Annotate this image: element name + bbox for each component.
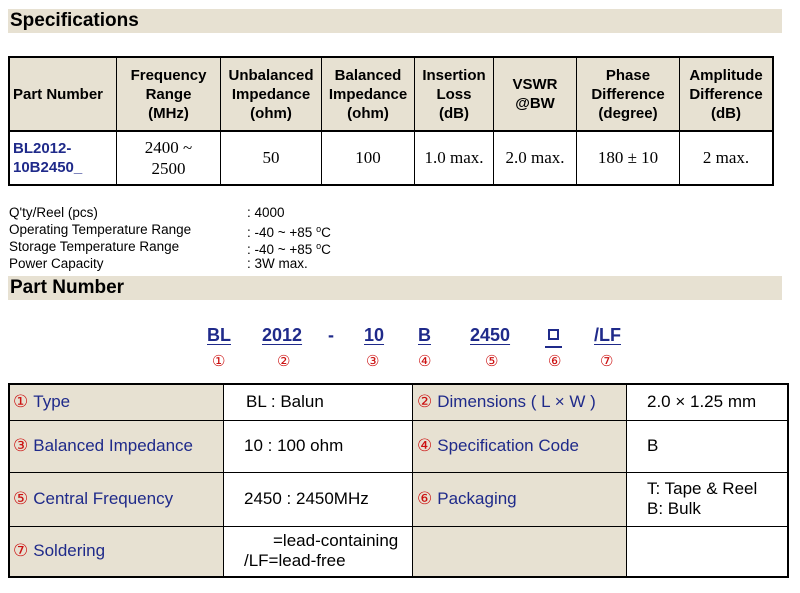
info-value: : 3W max.	[247, 256, 308, 271]
code-dash: -	[328, 325, 334, 345]
legend-balanced-value: 10 : 100 ohm	[223, 419, 413, 473]
legend-frequency-label: ⑤ Central Frequency	[8, 471, 224, 527]
info-label: Storage Temperature Range	[9, 239, 180, 254]
code-impedance: 10	[364, 325, 385, 345]
legend-dimensions-label: ② Dimensions ( L × W )	[412, 383, 627, 421]
legend-frequency-value: 2450 : 2450MHz	[223, 471, 413, 527]
specifications-heading: Specifications	[8, 9, 782, 33]
col-balanced-impedance: Balanced Impedance (ohm)	[321, 56, 415, 132]
vswr-value: 2.0 max.	[493, 130, 577, 186]
legend-soldering-value: =lead-containing/LF=lead-free	[223, 525, 413, 578]
frequency-value: 2400 ~2500	[116, 130, 221, 186]
marker-4: ④	[418, 353, 432, 370]
col-part-number: Part Number	[8, 56, 117, 132]
legend-balanced-label: ③ Balanced Impedance	[8, 419, 224, 473]
legend-dimensions-value: 2.0 × 1.25 mm	[626, 383, 789, 421]
marker-7: ⑦	[600, 353, 614, 370]
legend-spec-label: ④ Specification Code	[412, 419, 627, 473]
packaging-square-icon	[548, 329, 559, 340]
amplitude-difference-value: 2 max.	[679, 130, 774, 186]
code-spec: B	[418, 325, 431, 345]
marker-1: ①	[212, 353, 226, 370]
part-number-heading: Part Number	[8, 276, 782, 300]
legend-row: ③ Balanced Impedance 10 : 100 ohm ④ Specif…	[8, 419, 789, 473]
unbalanced-impedance-value: 50	[220, 130, 322, 186]
info-value: : -40 ~ +85 oC	[247, 241, 331, 257]
info-label: Power Capacity	[9, 256, 104, 271]
legend-soldering-label: ⑦ Soldering	[8, 525, 224, 578]
legend-row: ⑦ Soldering =lead-containing/LF=lead-free	[8, 525, 789, 578]
info-value: : 4000	[247, 205, 285, 220]
spec-header-row: Part Number Frequency Range (MHz) Unbalanc…	[8, 56, 774, 132]
col-amplitude-difference: Amplitude Difference (dB)	[679, 56, 774, 132]
col-insertion-loss: Insertion Loss (dB)	[414, 56, 494, 132]
legend-packaging-label: ⑥ Packaging	[412, 471, 627, 527]
info-value: : -40 ~ +85 oC	[247, 224, 331, 240]
marker-3: ③	[366, 353, 380, 370]
legend-type-label: ① Type	[8, 383, 224, 421]
legend-empty-label	[412, 525, 627, 578]
col-unbalanced-impedance: Unbalanced Impedance (ohm)	[220, 56, 322, 132]
balanced-impedance-value: 100	[321, 130, 415, 186]
info-label: Operating Temperature Range	[9, 222, 192, 237]
part-number-legend-table: ① Type BL : Balun ② Dimensions ( L × W ) 2…	[8, 383, 789, 578]
marker-6: ⑥	[548, 353, 562, 370]
info-label: Q'ty/Reel (pcs)	[9, 205, 98, 220]
phase-difference-value: 180 ± 10	[576, 130, 680, 186]
packaging-underline	[545, 346, 562, 348]
specifications-table: Part Number Frequency Range (MHz) Unbalanc…	[8, 56, 774, 186]
code-soldering: /LF	[594, 325, 621, 345]
insertion-loss-value: 1.0 max.	[414, 130, 494, 186]
col-vswr: VSWR @BW	[493, 56, 577, 132]
col-frequency-range: Frequency Range (MHz)	[116, 56, 221, 132]
legend-spec-value: B	[626, 419, 789, 473]
marker-2: ②	[277, 353, 291, 370]
legend-row: ⑤ Central Frequency 2450 : 2450MHz ⑥ Packa…	[8, 471, 789, 527]
legend-packaging-value: T: Tape & Reel B: Bulk	[626, 471, 789, 527]
code-type: BL	[207, 325, 231, 345]
spec-data-row: BL2012- 10B2450_ 2400 ~2500 50 100 1.0 ma…	[8, 130, 774, 186]
marker-5: ⑤	[485, 353, 499, 370]
part-number-value: BL2012- 10B2450_	[8, 130, 117, 186]
code-dimensions: 2012	[262, 325, 303, 345]
legend-type-value: BL : Balun	[223, 383, 413, 421]
code-frequency: 2450	[470, 325, 511, 345]
col-phase-difference: Phase Difference (degree)	[576, 56, 680, 132]
legend-empty-value	[626, 525, 789, 578]
legend-row: ① Type BL : Balun ② Dimensions ( L × W ) 2…	[8, 383, 789, 421]
